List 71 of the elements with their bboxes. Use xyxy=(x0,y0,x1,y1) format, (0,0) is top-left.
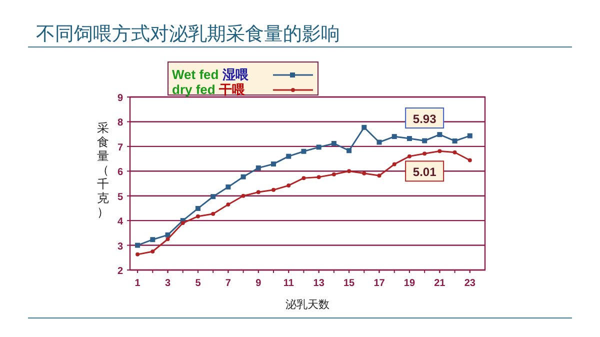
point xyxy=(180,221,185,226)
point xyxy=(195,206,200,211)
x-tick-label: 9 xyxy=(256,278,262,289)
x-tick-label: 15 xyxy=(343,278,356,289)
annotation: 5.01 xyxy=(412,165,437,180)
y-tick-label: 5 xyxy=(117,192,124,203)
point xyxy=(362,171,366,176)
annotation: 5.93 xyxy=(412,112,437,126)
point xyxy=(272,188,276,192)
point xyxy=(467,133,472,138)
point xyxy=(452,138,458,144)
point xyxy=(376,140,382,145)
point xyxy=(196,214,200,218)
y-tick-label: 3 xyxy=(117,241,124,252)
point xyxy=(135,242,140,248)
point xyxy=(437,132,442,138)
point xyxy=(468,158,472,162)
y-tick-label: 6 xyxy=(117,167,124,178)
point xyxy=(347,169,352,174)
point xyxy=(377,174,382,178)
point xyxy=(438,149,442,154)
point xyxy=(226,202,230,207)
point xyxy=(316,175,321,180)
point xyxy=(166,237,170,242)
x-tick-label: 1 xyxy=(134,278,141,289)
x-tick-label: 19 xyxy=(404,278,416,289)
point xyxy=(136,252,140,256)
point xyxy=(241,194,246,198)
x-tick-label: 3 xyxy=(164,278,171,289)
x-tick-label: 17 xyxy=(374,278,386,289)
point xyxy=(316,144,322,150)
point xyxy=(362,124,367,130)
x-axis-title: 泌乳天数 xyxy=(286,298,330,311)
point xyxy=(392,134,397,140)
point xyxy=(271,161,276,166)
y-tick-label: 4 xyxy=(117,216,124,228)
point xyxy=(226,184,231,190)
y-tick-label: 2 xyxy=(117,266,124,277)
point xyxy=(211,212,216,216)
legend-label: Wet fed 湿喂 xyxy=(172,67,250,82)
point xyxy=(286,183,291,188)
point xyxy=(150,249,155,254)
point xyxy=(407,154,412,158)
x-tick-label: 7 xyxy=(225,278,232,289)
point xyxy=(452,150,457,154)
y-tick-label: 9 xyxy=(117,93,124,104)
chart-title: 不同饲喂方式对泌乳期采食量的影响 xyxy=(36,23,340,45)
point xyxy=(301,148,306,154)
x-tick-label: 21 xyxy=(434,278,446,289)
x-tick-label: 5 xyxy=(195,278,202,289)
legend-label: dry fed 干喂 xyxy=(172,82,246,97)
point xyxy=(256,165,261,170)
point xyxy=(240,174,246,180)
point xyxy=(210,194,216,200)
point xyxy=(286,154,292,159)
point xyxy=(392,162,396,166)
x-tick-label: 23 xyxy=(464,278,476,289)
point xyxy=(331,140,336,146)
point xyxy=(302,176,306,180)
y-tick-label: 8 xyxy=(117,118,124,129)
point xyxy=(422,152,427,156)
point xyxy=(332,172,336,176)
x-tick-label: 11 xyxy=(283,278,294,289)
point xyxy=(150,237,156,242)
point xyxy=(406,136,412,142)
x-tick-label: 13 xyxy=(313,278,325,289)
point xyxy=(422,138,428,144)
point xyxy=(256,190,260,194)
y-tick-label: 7 xyxy=(117,142,124,154)
y-axis-title: 采食量（千克） xyxy=(97,121,109,219)
point xyxy=(346,148,352,154)
